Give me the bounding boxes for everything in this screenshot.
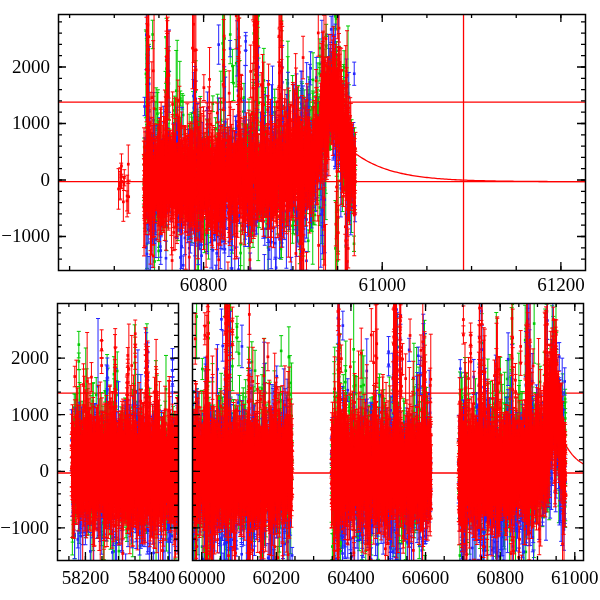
chart-canvas — [0, 0, 600, 600]
light-curve-figure — [0, 0, 600, 600]
